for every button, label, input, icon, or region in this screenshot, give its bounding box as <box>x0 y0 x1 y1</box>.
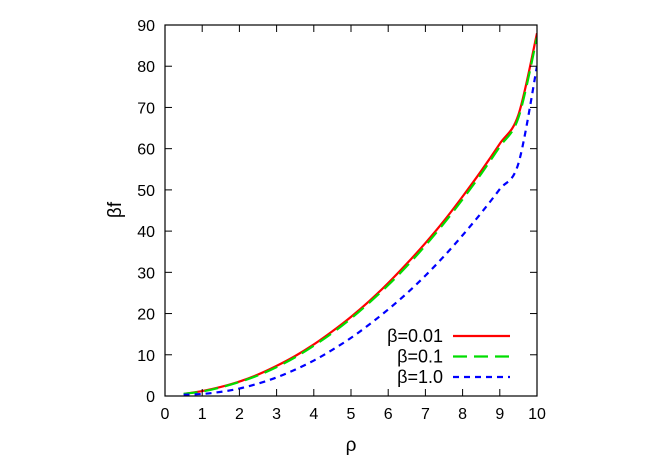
x-tick-label: 5 <box>347 406 356 423</box>
x-tick-label: 1 <box>198 406 207 423</box>
legend-label-1: β=0.1 <box>397 347 443 367</box>
series-line-2 <box>183 66 537 396</box>
x-tick-label: 7 <box>421 406 430 423</box>
legend: β=0.01β=0.1β=1.0 <box>387 326 510 387</box>
y-tick-label: 40 <box>137 224 155 241</box>
series-line-1 <box>183 37 537 396</box>
y-tick-label: 30 <box>137 265 155 282</box>
x-tick-label: 0 <box>161 406 170 423</box>
y-tick-label: 50 <box>137 183 155 200</box>
y-tick-label: 20 <box>137 307 155 324</box>
y-tick-label: 60 <box>137 142 155 159</box>
y-tick-label: 80 <box>137 59 155 76</box>
x-tick-label: 6 <box>384 406 393 423</box>
series-layer <box>183 32 537 396</box>
plot-frame <box>164 24 538 397</box>
x-tick-label: 10 <box>528 406 546 423</box>
y-tick-label: 90 <box>137 18 155 35</box>
x-tick-label: 4 <box>309 406 318 423</box>
y-axis-label: βf <box>105 201 126 218</box>
legend-label-2: β=1.0 <box>397 367 443 387</box>
x-tick-label: 3 <box>272 406 281 423</box>
tick-labels-layer: 0 1 2 3 4 5 6 7 8 9 10 0 10 20 30 40 50 60 70 80 90 <box>137 18 546 423</box>
x-tick-label: 2 <box>235 406 244 423</box>
x-axis-label: ρ <box>346 435 357 456</box>
x-tick-label: 8 <box>458 406 467 423</box>
y-tick-label: 0 <box>146 389 155 406</box>
x-tick-label: 9 <box>495 406 504 423</box>
ticks-layer <box>164 24 538 397</box>
y-tick-label: 70 <box>137 100 155 117</box>
legend-label-0: β=0.01 <box>387 326 443 346</box>
y-tick-label: 10 <box>137 348 155 365</box>
series-line-0 <box>183 32 537 396</box>
